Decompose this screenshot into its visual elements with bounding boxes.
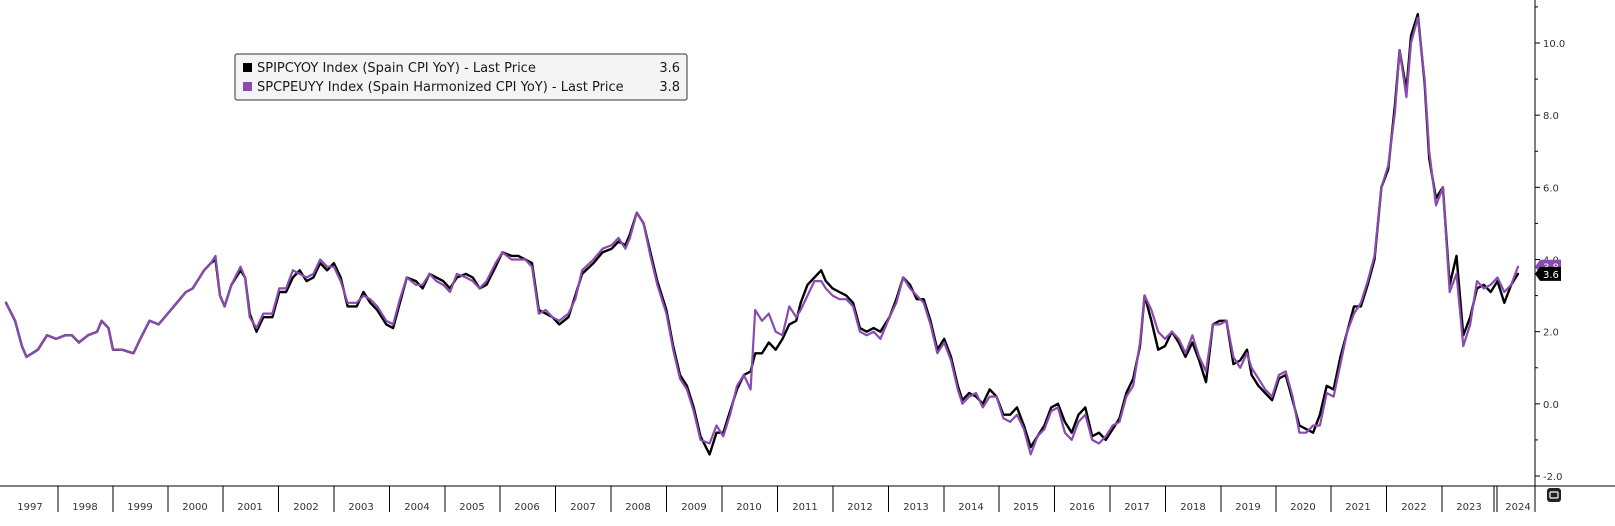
legend-box [234, 53, 688, 101]
x-tick-label: 2013 [903, 502, 928, 513]
zoom-reset-icon[interactable] [1547, 488, 1561, 502]
x-tick-label: 2003 [348, 502, 373, 513]
zoom-reset-icon-bg [1547, 488, 1561, 502]
x-tick-label: 2019 [1235, 502, 1260, 513]
x-tick-label: 2023 [1456, 502, 1481, 513]
x-tick-label: 2016 [1069, 502, 1094, 513]
x-tick-label: 2005 [459, 502, 484, 513]
legend-swatch-cpi [243, 63, 252, 72]
series-line-hicp [4, 16, 1520, 456]
y-tick-label: 0.0 [1543, 400, 1559, 411]
x-tick-label: 2017 [1124, 502, 1149, 513]
x-tick-label: 2009 [681, 502, 706, 513]
zoom-reset-icon-glyph [1549, 491, 1559, 499]
legend-value-hicp: 3.8 [659, 80, 680, 95]
legend-label-hicp: SPCPEUYY Index (Spain Harmonized CPI YoY… [257, 80, 624, 95]
end-label-cpi: 3.6 [1535, 266, 1561, 281]
legend: SPIPCYOY Index (Spain CPI YoY) - Last Pr… [234, 53, 688, 101]
y-tick-label: -2.0 [1543, 472, 1563, 483]
y-tick-label: 8.0 [1543, 111, 1559, 122]
x-tick-label: 2015 [1013, 502, 1038, 513]
legend-value-cpi: 3.6 [659, 61, 680, 76]
y-tick-label: 10.0 [1543, 39, 1565, 50]
end-label-cpi-text: 3.6 [1543, 270, 1559, 281]
x-axis: 1997 1998 1999 2000 2001 2002 2003 2004 2005 2006… [0, 485, 1615, 513]
y-tick-label: 6.0 [1543, 183, 1559, 194]
end-label-cpi-bg [1535, 266, 1561, 281]
x-tick-label: 2020 [1290, 502, 1315, 513]
legend-label-cpi: SPIPCYOY Index (Spain CPI YoY) - Last Pr… [257, 61, 536, 76]
x-tick-label: 1997 [17, 502, 42, 513]
x-tick-label: 2010 [736, 502, 761, 513]
x-tick-label: 2004 [404, 502, 429, 513]
x-tick-label: 2006 [514, 502, 539, 513]
x-tick-label: 2001 [237, 502, 262, 513]
x-tick-label: 2012 [847, 502, 872, 513]
x-tick-label: 1998 [72, 502, 97, 513]
y-axis: -2.00.02.04.06.08.010.0 [1534, 0, 1565, 486]
x-tick-label: 2000 [182, 502, 207, 513]
x-tick-label: 2007 [570, 502, 595, 513]
x-tick-label: 2022 [1401, 502, 1426, 513]
x-tick-label: 2008 [625, 502, 650, 513]
series-lines [4, 12, 1520, 456]
x-tick-label: 2021 [1345, 502, 1370, 513]
x-tick-label: 2024 [1505, 502, 1530, 513]
x-tick-label: 1999 [127, 502, 152, 513]
x-tick-label: 2018 [1180, 502, 1205, 513]
x-tick-label: 2002 [293, 502, 318, 513]
y-tick-label: 2.0 [1543, 328, 1559, 339]
legend-swatch-hicp [243, 82, 252, 91]
x-tick-label: 2011 [792, 502, 817, 513]
x-tick-label: 2014 [958, 502, 983, 513]
end-value-labels: 3.83.6 [1535, 259, 1561, 281]
